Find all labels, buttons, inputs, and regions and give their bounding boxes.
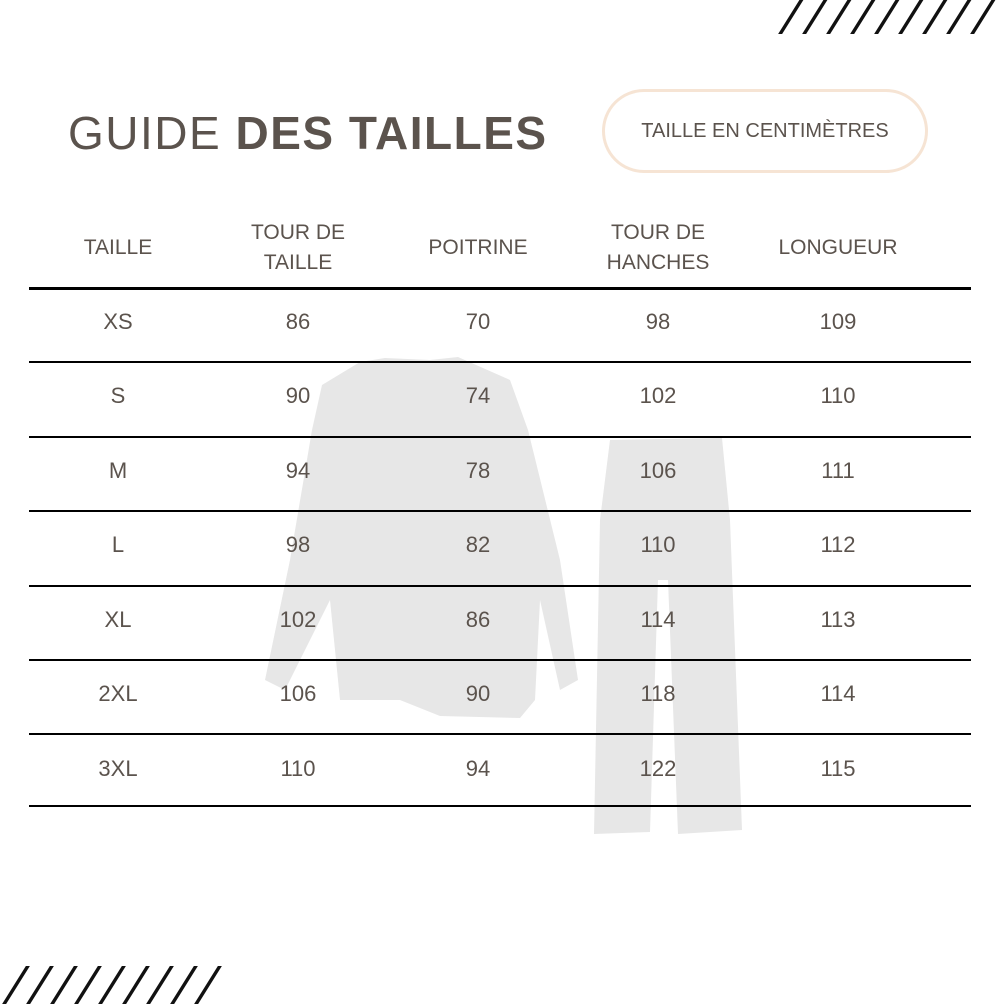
row-divider xyxy=(29,361,971,363)
row-divider xyxy=(29,585,971,587)
table-cell: 112 xyxy=(820,532,856,557)
table-cell: 114 xyxy=(640,607,676,632)
table-cell: M xyxy=(108,458,128,483)
table-cell: 114 xyxy=(820,681,856,706)
row-divider xyxy=(29,805,971,807)
table-cell: 115 xyxy=(820,756,856,781)
table-cell: XL xyxy=(104,607,132,632)
row-divider xyxy=(29,659,971,661)
page-title: GUIDE DES TAILLES xyxy=(68,106,548,160)
title-bold: DES TAILLES xyxy=(235,107,548,159)
table-cell: 2XL xyxy=(98,681,138,706)
table-cell: 110 xyxy=(640,532,676,557)
table-cell: 98 xyxy=(285,532,311,557)
table-cell: 90 xyxy=(285,383,311,408)
table-cell: 122 xyxy=(639,756,677,781)
table-cell: 110 xyxy=(820,383,856,408)
table-cell: 98 xyxy=(645,309,671,334)
table-cell: 82 xyxy=(465,532,491,557)
table-cell: S xyxy=(110,383,126,408)
row-divider xyxy=(29,436,971,438)
unit-badge: TAILLE EN CENTIMÈTRES xyxy=(602,89,928,173)
column-header: POITRINE xyxy=(428,236,528,259)
table-cell: 78 xyxy=(465,458,491,483)
table-cell: 86 xyxy=(465,607,491,632)
table-cell: 94 xyxy=(465,756,491,781)
table-cell: L xyxy=(111,532,125,557)
table-cell: 102 xyxy=(279,607,317,632)
trousers-silhouette xyxy=(594,438,742,834)
title-light: GUIDE xyxy=(68,107,222,159)
table-cell: 106 xyxy=(279,681,317,706)
column-header: TOUR DE TAILLE xyxy=(250,221,346,274)
row-divider xyxy=(29,733,971,735)
row-divider xyxy=(29,510,971,512)
table-cell: XS xyxy=(103,309,133,334)
table-cell: 94 xyxy=(285,458,311,483)
table-cell: 90 xyxy=(465,681,491,706)
column-header: TAILLE xyxy=(83,236,153,259)
table-cell: 74 xyxy=(465,383,491,408)
table-cell: 102 xyxy=(639,383,677,408)
row-divider xyxy=(29,287,971,290)
column-header: LONGUEUR xyxy=(778,236,898,259)
table-cell: 118 xyxy=(640,681,676,706)
table-cell: 106 xyxy=(639,458,677,483)
table-cell: 110 xyxy=(280,756,316,781)
table-cell: 113 xyxy=(820,607,856,632)
table-cell: 109 xyxy=(819,309,857,334)
table-cell: 3XL xyxy=(98,756,138,781)
blazer-silhouette xyxy=(265,357,578,718)
table-cell: 86 xyxy=(285,309,311,334)
table-cell: 70 xyxy=(465,309,491,334)
table-cell: 111 xyxy=(821,458,855,483)
column-header: TOUR DE HANCHES xyxy=(606,221,710,274)
